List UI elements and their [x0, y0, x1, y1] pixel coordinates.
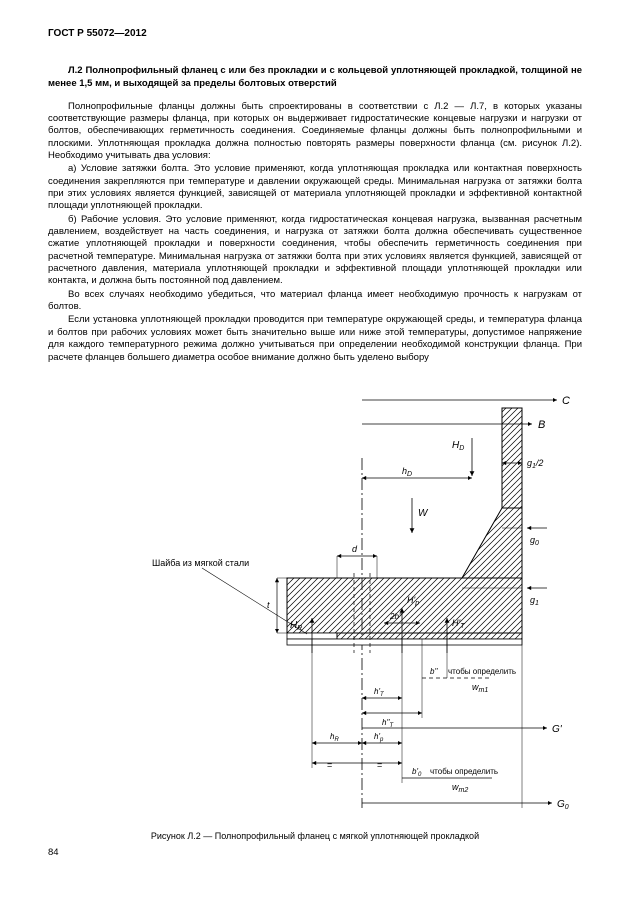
label-washer: Шайба из мягкой стали [152, 558, 249, 568]
label-b-dprime: b'' [430, 667, 438, 676]
label-g1: g1 [530, 595, 539, 607]
label-Gprime: G' [552, 724, 563, 735]
section-number: Л.2 [68, 65, 83, 76]
label-eq2: = [377, 760, 382, 770]
label-C: C [562, 395, 570, 407]
paragraph-1: Полнопрофильные фланцы должны быть спрое… [48, 101, 582, 163]
label-hp-prime: h'p [374, 732, 384, 743]
label-b0-prime: b'0 [412, 767, 422, 778]
label-determine-2: чтобы определить [430, 767, 498, 776]
label-g1-2: g1/2 [527, 458, 543, 470]
figure-caption: Рисунок Л.2 — Полнопрофильный фланец с м… [48, 831, 582, 841]
label-g0: g0 [530, 535, 539, 547]
label-W: W [418, 508, 429, 519]
paragraph-4: Во всех случаях необходимо убедиться, чт… [48, 289, 582, 314]
label-hD: hD [402, 466, 412, 478]
section-title-text: Полнопрофильный фланец с или без проклад… [48, 65, 582, 89]
paragraph-2: а) Условие затяжки болта. Это условие пр… [48, 163, 582, 212]
paragraph-3: б) Рабочие условия. Это условие применяю… [48, 214, 582, 288]
label-G0: G0 [557, 799, 569, 811]
paragraph-5: Если установка уплотняющей прокладки про… [48, 314, 582, 363]
page-number: 84 [48, 847, 582, 858]
label-d: d [352, 544, 358, 554]
label-wm1: wm1 [472, 682, 488, 694]
caption-prefix: Рисунок Л.2 — [151, 831, 215, 841]
label-hT-dprime: h''T [382, 718, 395, 729]
label-hT-prime: h'T [374, 687, 385, 698]
label-HD: HD [452, 440, 464, 452]
label-wm2: wm2 [452, 782, 468, 794]
label-determine-1: чтобы определить [448, 667, 516, 676]
label-hR: hR [330, 732, 339, 743]
label-B: B [538, 419, 545, 431]
figure-svg: W d Шайба из мягкой стали HD hD g1/2 C B… [152, 378, 582, 818]
doc-code: ГОСТ Р 55072—2012 [48, 28, 582, 39]
caption-text: Полнопрофильный фланец с мягкой уплотняю… [215, 831, 479, 841]
figure: W d Шайба из мягкой стали HD hD g1/2 C B… [48, 378, 582, 823]
label-2b2: 2b'' [389, 612, 402, 621]
label-t: t [267, 600, 270, 610]
section-title: Л.2 Полнопрофильный фланец с или без про… [48, 65, 582, 91]
label-eq1: = [327, 760, 332, 770]
